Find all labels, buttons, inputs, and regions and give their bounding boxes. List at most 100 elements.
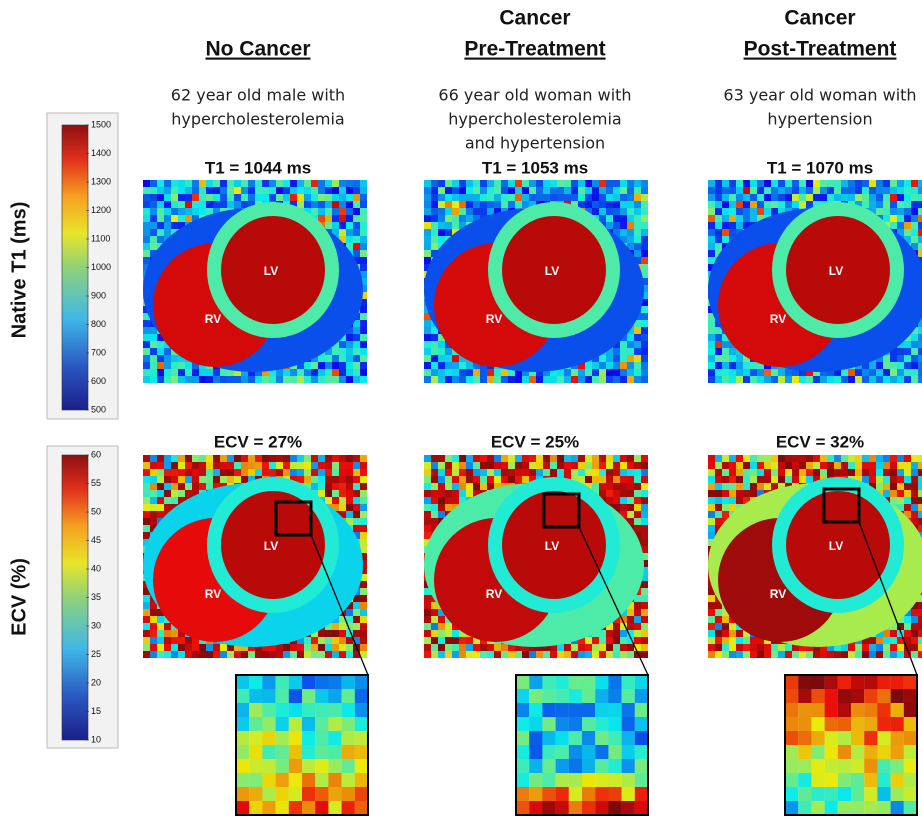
map-pixel xyxy=(736,355,743,362)
map-pixel xyxy=(346,341,353,348)
map-pixel xyxy=(599,180,606,187)
row-label: Native T1 (ms) xyxy=(8,202,30,339)
map-pixel xyxy=(634,208,641,215)
map-pixel xyxy=(855,369,862,376)
map-pixel xyxy=(550,455,557,462)
map-pixel xyxy=(424,455,431,462)
map-pixel xyxy=(199,462,206,469)
map-pixel xyxy=(445,348,452,355)
map-pixel xyxy=(708,208,715,215)
map-pixel xyxy=(164,651,171,658)
map-pixel xyxy=(346,355,353,362)
map-pixel xyxy=(157,483,164,490)
map-pixel xyxy=(515,462,522,469)
map-pixel xyxy=(634,229,641,236)
map-pixel xyxy=(213,455,220,462)
map-pixel xyxy=(578,651,585,658)
inset-pixel xyxy=(289,759,302,773)
map-pixel xyxy=(578,180,585,187)
map-pixel xyxy=(248,462,255,469)
inset-pixel xyxy=(249,773,262,787)
map-pixel xyxy=(620,355,627,362)
map-pixel xyxy=(918,334,922,341)
map-pixel xyxy=(150,490,157,497)
map-pixel xyxy=(466,469,473,476)
map-pixel xyxy=(424,476,431,483)
map-pixel xyxy=(360,306,367,313)
map-pixel xyxy=(192,180,199,187)
map-pixel xyxy=(452,637,459,644)
map-pixel xyxy=(150,497,157,504)
map-pixel xyxy=(606,497,613,504)
map-pixel xyxy=(641,313,648,320)
map-pixel xyxy=(185,476,192,483)
map-pixel xyxy=(192,187,199,194)
map-pixel xyxy=(192,651,199,658)
map-pixel xyxy=(199,476,206,483)
map-pixel xyxy=(620,469,627,476)
map-pixel xyxy=(764,194,771,201)
map-pixel xyxy=(918,348,922,355)
map-pixel xyxy=(501,651,508,658)
map-pixel xyxy=(883,201,890,208)
map-pixel xyxy=(708,327,715,334)
map-pixel xyxy=(904,222,911,229)
map-pixel xyxy=(473,483,480,490)
map-pixel xyxy=(599,644,606,651)
map-pixel xyxy=(634,504,641,511)
colorbar-tick-label: 25 xyxy=(91,649,101,659)
map-pixel xyxy=(708,348,715,355)
map-pixel xyxy=(178,187,185,194)
map-pixel xyxy=(508,476,515,483)
map-pixel xyxy=(157,180,164,187)
inset-pixel xyxy=(302,731,315,745)
map-pixel xyxy=(171,469,178,476)
map-pixel xyxy=(360,504,367,511)
map-pixel xyxy=(792,455,799,462)
map-pixel xyxy=(862,187,869,194)
map-pixel xyxy=(459,194,466,201)
map-pixel xyxy=(578,476,585,483)
map-pixel xyxy=(339,180,346,187)
map-pixel xyxy=(185,194,192,201)
map-pixel xyxy=(192,455,199,462)
inset-pixel xyxy=(608,773,621,787)
map-pixel xyxy=(206,194,213,201)
row-label: ECV (%) xyxy=(8,558,30,636)
map-pixel xyxy=(641,581,648,588)
map-pixel xyxy=(459,476,466,483)
map-pixel xyxy=(213,187,220,194)
map-pixel xyxy=(634,490,641,497)
map-pixel xyxy=(708,341,715,348)
map-pixel xyxy=(353,490,360,497)
map-pixel xyxy=(143,462,150,469)
inset-pixel xyxy=(249,745,262,759)
map-pixel xyxy=(606,376,613,383)
map-pixel xyxy=(715,236,722,243)
map-pixel xyxy=(318,483,325,490)
map-pixel xyxy=(332,194,339,201)
map-pixel xyxy=(438,180,445,187)
map-pixel xyxy=(778,180,785,187)
map-pixel xyxy=(143,236,150,243)
map-pixel xyxy=(297,455,304,462)
map-pixel xyxy=(150,362,157,369)
map-pixel xyxy=(764,369,771,376)
inset-pixel xyxy=(262,717,275,731)
map-pixel xyxy=(199,469,206,476)
map-pixel xyxy=(185,215,192,222)
map-pixel xyxy=(466,208,473,215)
map-pixel xyxy=(722,229,729,236)
map-pixel xyxy=(192,369,199,376)
inset-pixel xyxy=(529,787,542,801)
map-pixel xyxy=(157,455,164,462)
map-pixel xyxy=(627,187,634,194)
map-pixel xyxy=(346,511,353,518)
map-pixel xyxy=(715,208,722,215)
map-pixel xyxy=(325,194,332,201)
inset-pixel xyxy=(529,759,542,773)
map-pixel xyxy=(550,469,557,476)
map-pixel xyxy=(424,243,431,250)
map-pixel xyxy=(248,187,255,194)
map-pixel xyxy=(164,180,171,187)
